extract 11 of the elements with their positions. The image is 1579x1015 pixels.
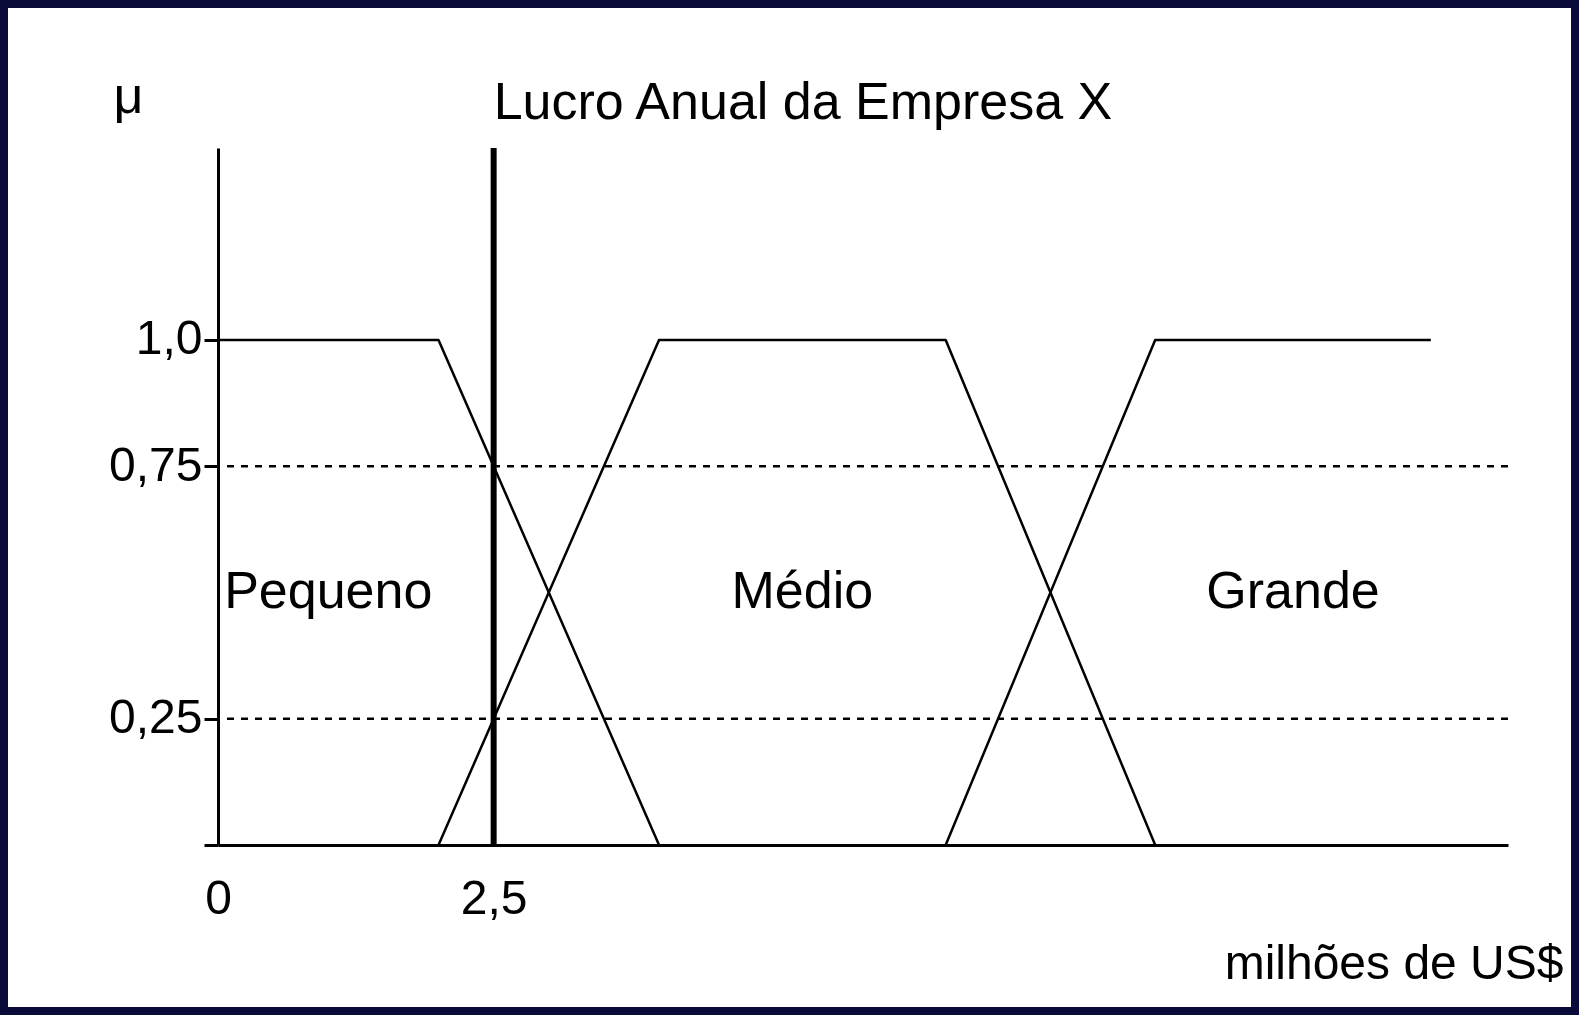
text: Grande — [1206, 561, 1380, 620]
x-axis-title: milhões de US$ — [1224, 935, 1564, 989]
x-tick-label: 2,5 — [460, 870, 528, 924]
series-label: Pequeno — [224, 561, 433, 620]
x-tick-label: 0 — [205, 870, 232, 924]
y-tick-label: 0,25 — [109, 690, 203, 744]
y-tick-label: 0,75 — [109, 437, 203, 491]
y-tick-label: 1,0 — [135, 311, 203, 365]
chart-title: Lucro Anual da Empresa X — [493, 72, 1113, 130]
text: Médio — [731, 561, 874, 620]
y-axis-title: μ — [113, 65, 144, 124]
